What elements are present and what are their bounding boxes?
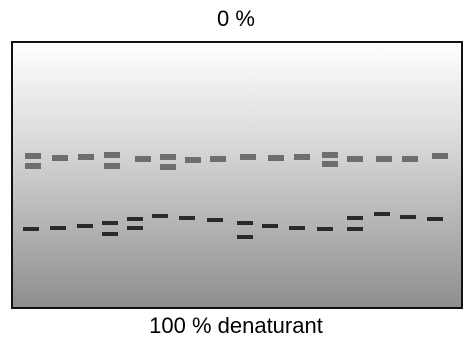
bottom-label: 100 % denaturant: [149, 313, 323, 338]
band: [347, 156, 363, 162]
band: [23, 227, 39, 231]
band: [237, 235, 253, 239]
page: {"top_label": "0 %", "bottom_label": "10…: [0, 0, 471, 340]
band: [294, 154, 310, 160]
band: [127, 217, 143, 221]
band: [427, 217, 443, 221]
band: [102, 221, 118, 225]
band: [402, 156, 418, 162]
band: [104, 152, 120, 158]
band: [160, 154, 176, 160]
band: [25, 163, 41, 169]
top-label: 0 %: [217, 6, 255, 31]
band: [240, 154, 256, 160]
band: [347, 216, 363, 220]
band: [262, 224, 278, 228]
band: [322, 161, 338, 167]
band: [78, 154, 94, 160]
band: [347, 227, 363, 231]
band: [268, 155, 284, 161]
band: [322, 152, 338, 158]
band: [77, 224, 93, 228]
band: [50, 226, 66, 230]
gel: [12, 42, 462, 308]
band: [160, 164, 176, 170]
band: [237, 221, 253, 225]
band: [374, 212, 390, 216]
band: [52, 155, 68, 161]
band: [135, 156, 151, 162]
band: [432, 153, 448, 159]
band: [207, 218, 223, 222]
band: [152, 214, 168, 218]
band: [102, 232, 118, 236]
band: [376, 156, 392, 162]
band: [210, 156, 226, 162]
gel-diagram: 0 % 100 % denaturant: [0, 0, 471, 340]
band: [127, 226, 143, 230]
band: [104, 163, 120, 169]
band: [317, 227, 333, 231]
band: [25, 153, 41, 159]
band: [400, 215, 416, 219]
band: [289, 226, 305, 230]
band: [185, 157, 201, 163]
band: [179, 216, 195, 220]
